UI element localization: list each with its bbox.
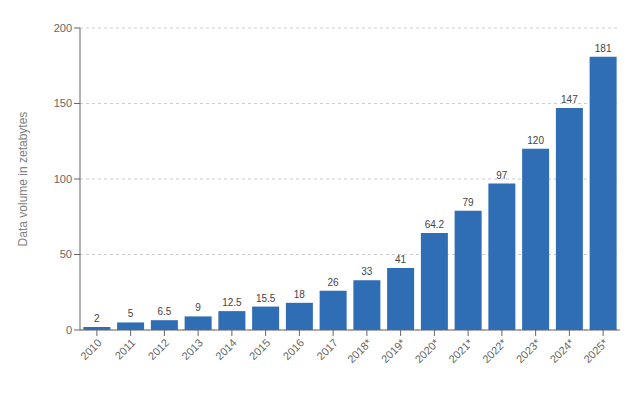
- svg-text:6.5: 6.5: [157, 306, 171, 317]
- svg-text:2: 2: [94, 313, 100, 324]
- svg-text:2012: 2012: [146, 336, 172, 362]
- svg-text:79: 79: [463, 197, 475, 208]
- svg-text:26: 26: [328, 277, 340, 288]
- svg-text:150: 150: [54, 97, 72, 109]
- svg-text:2014: 2014: [213, 336, 239, 362]
- svg-text:100: 100: [54, 173, 72, 185]
- svg-text:2011: 2011: [112, 336, 137, 361]
- svg-text:120: 120: [527, 135, 544, 146]
- svg-text:5: 5: [128, 308, 134, 319]
- svg-text:9: 9: [195, 302, 201, 313]
- svg-text:2023*: 2023*: [514, 336, 543, 365]
- svg-text:2025*: 2025*: [581, 336, 610, 365]
- svg-text:2019*: 2019*: [379, 336, 408, 365]
- svg-text:2015: 2015: [247, 336, 273, 362]
- svg-text:18: 18: [294, 289, 306, 300]
- svg-text:0: 0: [66, 324, 72, 336]
- svg-text:97: 97: [496, 170, 508, 181]
- svg-text:2018*: 2018*: [345, 336, 374, 365]
- svg-text:181: 181: [595, 43, 612, 54]
- svg-text:2016: 2016: [281, 336, 307, 362]
- svg-text:41: 41: [395, 254, 407, 265]
- svg-text:2017: 2017: [314, 336, 340, 362]
- svg-text:50: 50: [60, 248, 72, 260]
- svg-text:12.5: 12.5: [222, 297, 242, 308]
- svg-text:64.2: 64.2: [425, 219, 445, 230]
- svg-text:2020*: 2020*: [412, 336, 441, 365]
- svg-text:200: 200: [54, 22, 72, 34]
- svg-text:2024*: 2024*: [547, 336, 576, 365]
- svg-text:33: 33: [361, 266, 373, 277]
- svg-text:Data volume in zetabytes: Data volume in zetabytes: [16, 112, 30, 247]
- svg-text:15.5: 15.5: [256, 293, 276, 304]
- svg-text:2021*: 2021*: [446, 336, 475, 365]
- svg-text:2022*: 2022*: [480, 336, 509, 365]
- svg-text:147: 147: [561, 94, 578, 105]
- svg-text:2010: 2010: [78, 336, 104, 362]
- svg-text:2013: 2013: [179, 336, 205, 362]
